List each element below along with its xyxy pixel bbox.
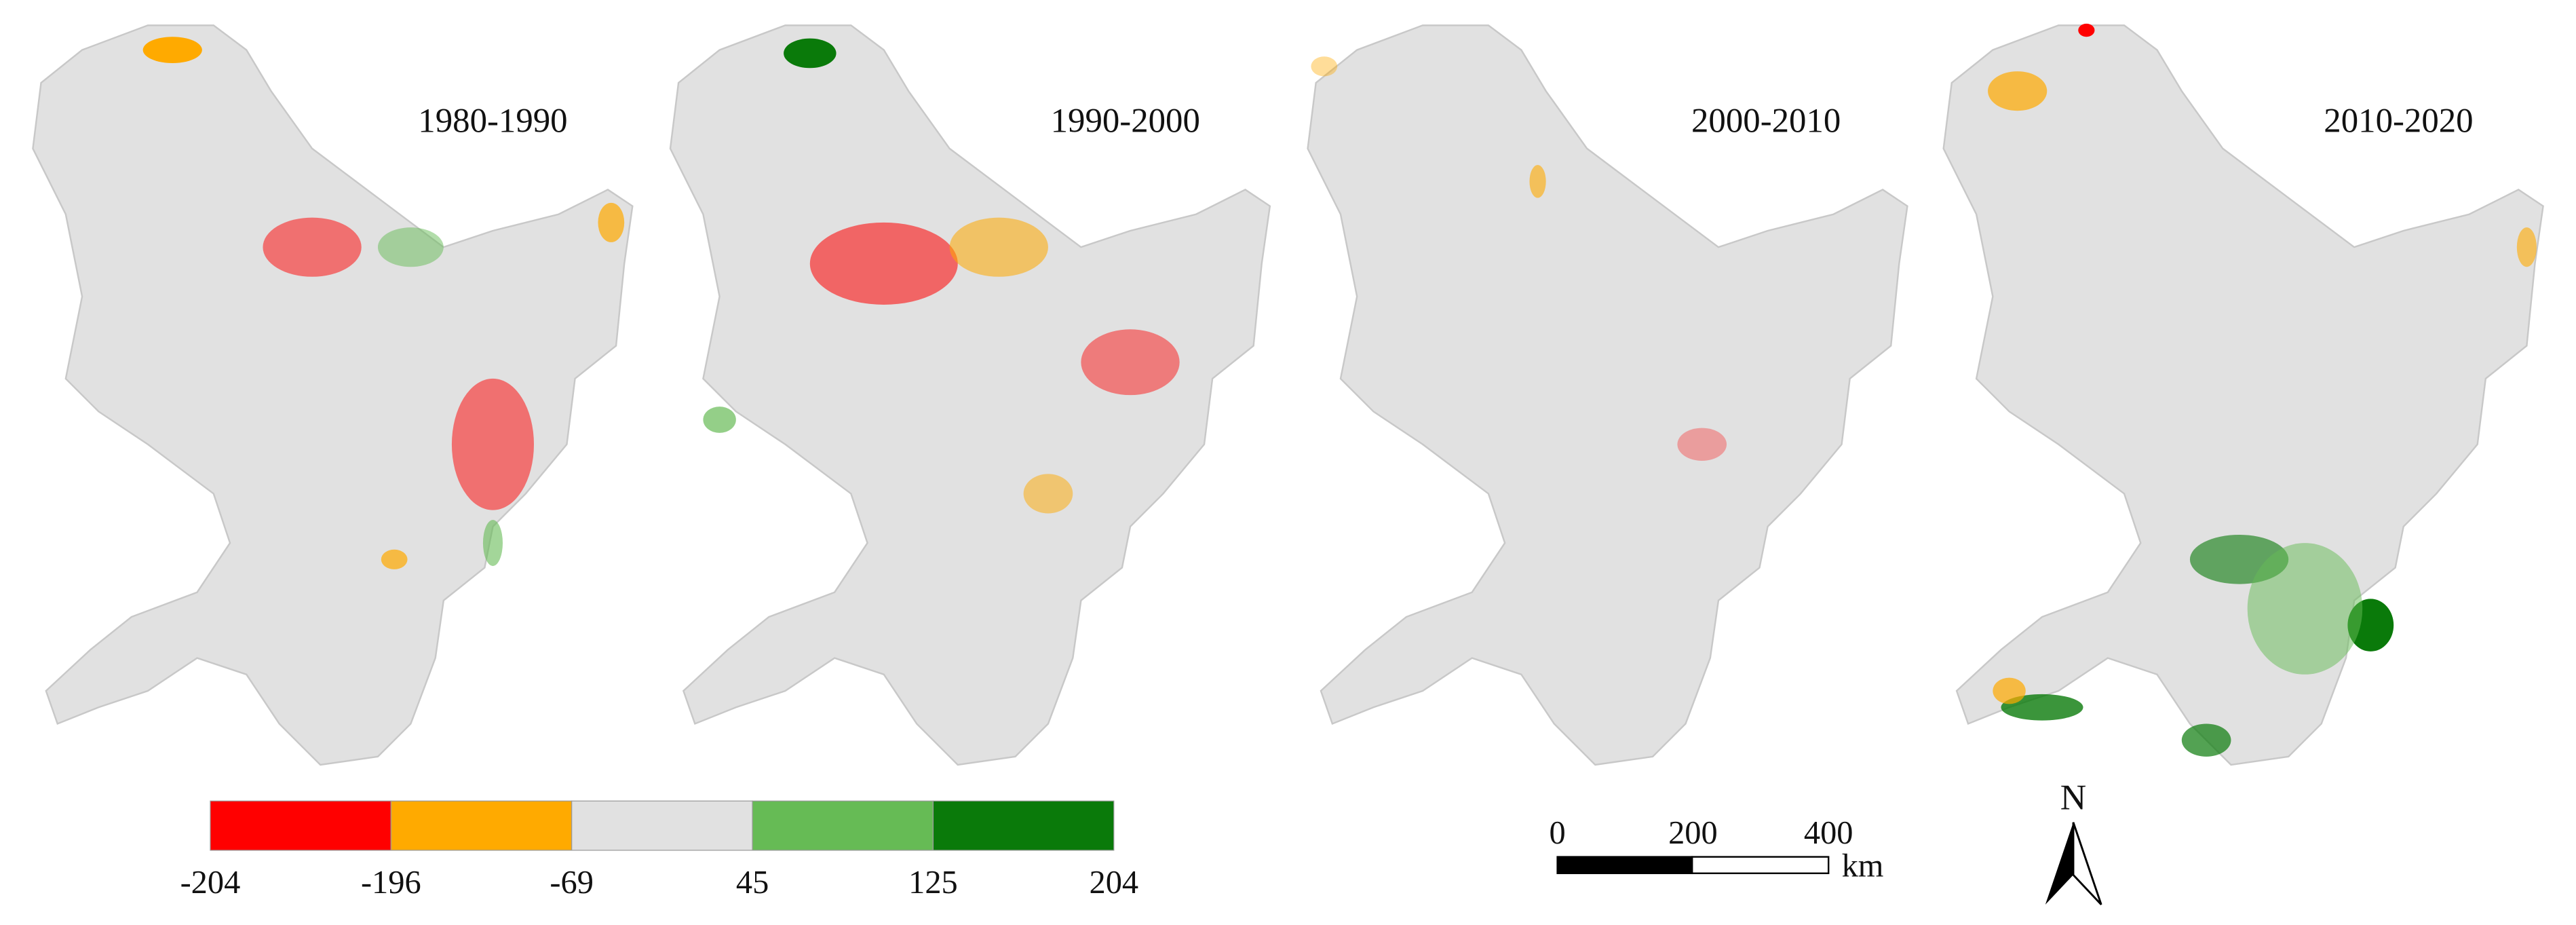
change-patch (1081, 329, 1180, 396)
north-label: N (2060, 777, 2086, 817)
panel-label: 1990-2000 (1051, 102, 1200, 140)
legend-swatch (932, 800, 1115, 851)
maps: 1980-1990 1990-2000 2000-2010 (32, 23, 2544, 766)
change-patch (2181, 723, 2231, 757)
change-patch (2516, 227, 2537, 267)
legend-label: -196 (361, 865, 421, 901)
change-patch (2001, 694, 2083, 721)
change-patch (482, 520, 503, 566)
change-patch (451, 378, 535, 510)
change-patch (142, 37, 202, 63)
map-panel: 1980-1990 (32, 24, 634, 766)
panel-label: 1980-1990 (418, 102, 567, 140)
change-patch (377, 227, 444, 267)
legend-label: 204 (1089, 865, 1138, 901)
change-patch (784, 38, 837, 69)
map-panel: 2000-2010 (1307, 24, 1908, 766)
legend-label: 45 (736, 865, 769, 901)
scale-label: 400 (1804, 815, 1853, 851)
panel-label: 2010-2020 (2324, 102, 2473, 140)
change-patch (1993, 677, 2026, 704)
legend-label: -204 (180, 865, 241, 901)
legend-label: 125 (908, 865, 958, 901)
scale-segment (1691, 856, 1830, 875)
north-arrow: N (2045, 777, 2102, 905)
change-patch (381, 549, 408, 569)
legend-swatch (571, 800, 753, 851)
scale-label: 200 (1668, 815, 1718, 851)
legend: -204 -196 -69 45 125 204 (180, 800, 1138, 901)
change-patch (1023, 474, 1073, 514)
change-patch (1988, 71, 2048, 111)
map-panel: 2010-2020 (1942, 23, 2544, 766)
legend-swatch (210, 800, 391, 851)
change-patch (703, 407, 736, 433)
change-patch (1529, 165, 1546, 198)
change-patch (1311, 56, 1338, 77)
scale-unit: km (1842, 848, 1884, 884)
legend-swatch (390, 800, 573, 851)
change-patch (598, 202, 625, 242)
change-patch (2247, 543, 2363, 675)
panel-label: 2000-2010 (1691, 102, 1841, 140)
change-patch (809, 222, 958, 305)
scale-segment (1556, 856, 1693, 875)
change-patch (1677, 428, 1727, 461)
map-panel: 1990-2000 (669, 24, 1271, 766)
arrow-half (2045, 822, 2074, 905)
arrow-half (2072, 822, 2102, 905)
change-patch (263, 217, 362, 277)
legend-swatch (752, 800, 934, 851)
scale-label: 0 (1550, 815, 1566, 851)
legend-label: -69 (550, 865, 594, 901)
change-patch (949, 217, 1048, 277)
change-patch (2078, 23, 2095, 37)
